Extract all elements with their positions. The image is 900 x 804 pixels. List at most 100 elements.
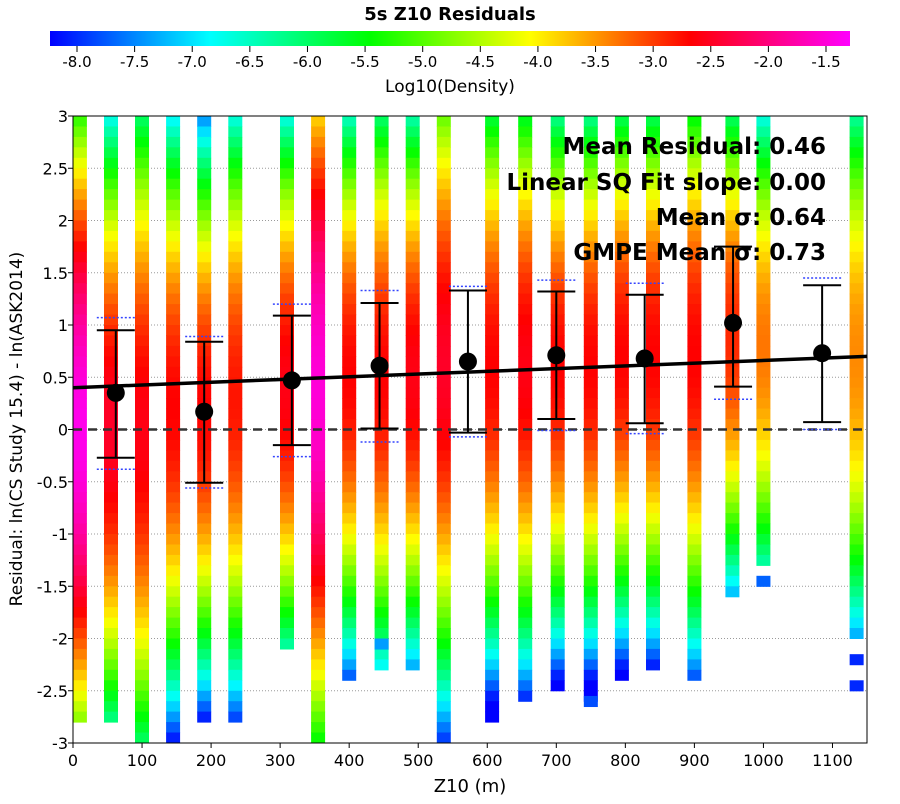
density-cell bbox=[311, 293, 326, 305]
density-cell bbox=[687, 607, 702, 619]
density-cell bbox=[197, 544, 212, 556]
density-cell bbox=[756, 220, 771, 232]
density-cell bbox=[311, 136, 326, 148]
density-cell bbox=[725, 199, 740, 211]
density-cell bbox=[280, 178, 294, 190]
density-cell bbox=[518, 450, 533, 462]
density-cell bbox=[104, 701, 118, 713]
density-cell bbox=[614, 408, 629, 420]
density-cell bbox=[583, 189, 598, 201]
density-cell bbox=[614, 283, 629, 295]
density-cell bbox=[72, 439, 87, 451]
x-tick-label: 600 bbox=[472, 751, 503, 770]
density-cell bbox=[166, 732, 181, 744]
density-cell bbox=[550, 617, 565, 629]
density-cell bbox=[228, 398, 243, 410]
mean-point bbox=[370, 356, 389, 375]
density-cell bbox=[135, 429, 149, 441]
density-cell bbox=[646, 304, 660, 316]
density-cell bbox=[197, 659, 212, 671]
density-cell bbox=[687, 429, 702, 441]
x-tick-label: 500 bbox=[403, 751, 434, 770]
density-cell bbox=[849, 241, 864, 253]
density-cell bbox=[72, 502, 87, 514]
density-cell bbox=[72, 628, 87, 639]
density-cell bbox=[166, 607, 181, 619]
density-cell bbox=[197, 293, 212, 305]
density-cell bbox=[135, 701, 149, 713]
density-cell bbox=[756, 314, 771, 326]
density-cell bbox=[166, 116, 181, 127]
density-cell bbox=[687, 565, 702, 577]
density-cell bbox=[311, 408, 326, 420]
density-cell bbox=[405, 439, 420, 451]
density-cell bbox=[405, 168, 420, 180]
density-cell bbox=[104, 398, 118, 410]
density-cell bbox=[405, 325, 420, 336]
density-cell bbox=[104, 345, 118, 357]
density-cell bbox=[550, 283, 565, 295]
density-cell bbox=[374, 471, 389, 483]
density-cell bbox=[687, 210, 702, 222]
density-cell bbox=[228, 701, 243, 713]
density-cell bbox=[405, 544, 420, 556]
density-cell bbox=[687, 460, 702, 472]
density-cell bbox=[550, 199, 565, 211]
density-cell bbox=[342, 513, 357, 525]
density-cell bbox=[166, 628, 181, 639]
density-cell bbox=[485, 126, 500, 138]
density-cell bbox=[197, 701, 212, 713]
density-cell bbox=[646, 554, 660, 566]
density-cell bbox=[342, 481, 357, 493]
colorbar-tick-label: -2.5 bbox=[696, 53, 725, 71]
density-cell bbox=[849, 251, 864, 263]
density-cell bbox=[687, 178, 702, 190]
density-cell bbox=[104, 659, 118, 671]
density-cell bbox=[550, 189, 565, 201]
density-cell bbox=[166, 178, 181, 190]
density-cell bbox=[280, 471, 294, 483]
density-cell bbox=[485, 314, 500, 326]
density-cell bbox=[550, 502, 565, 514]
density-cell bbox=[311, 544, 326, 556]
density-cell bbox=[166, 659, 181, 671]
density-cell bbox=[436, 711, 451, 723]
density-cell bbox=[104, 711, 118, 723]
density-cell bbox=[166, 147, 181, 159]
density-cell bbox=[583, 408, 598, 420]
density-cell bbox=[311, 732, 326, 744]
density-cell bbox=[687, 481, 702, 493]
density-cell bbox=[583, 638, 598, 650]
density-cell bbox=[311, 502, 326, 514]
density-cell bbox=[550, 398, 565, 410]
density-cell bbox=[166, 168, 181, 180]
density-cell bbox=[583, 147, 598, 159]
density-cell bbox=[311, 262, 326, 274]
density-cell bbox=[646, 628, 660, 639]
density-cell bbox=[197, 638, 212, 650]
density-cell bbox=[311, 534, 326, 545]
density-cell bbox=[135, 596, 149, 608]
density-cell bbox=[436, 523, 451, 535]
density-cell bbox=[405, 534, 420, 545]
density-cell bbox=[342, 230, 357, 242]
density-cell bbox=[550, 251, 565, 263]
density-cell bbox=[756, 513, 771, 525]
density-cell bbox=[104, 178, 118, 190]
density-cell bbox=[135, 126, 149, 138]
density-cell bbox=[646, 262, 660, 274]
density-cell bbox=[614, 325, 629, 336]
density-cell bbox=[311, 199, 326, 211]
density-cell bbox=[614, 565, 629, 577]
density-cell bbox=[485, 523, 500, 535]
density-cell bbox=[405, 523, 420, 535]
density-cell bbox=[104, 690, 118, 702]
density-cell bbox=[687, 659, 702, 671]
density-cell bbox=[311, 366, 326, 378]
density-cell bbox=[135, 523, 149, 535]
density-cell bbox=[280, 293, 294, 305]
density-cell bbox=[374, 189, 389, 201]
density-cell bbox=[197, 157, 212, 169]
density-cell bbox=[228, 481, 243, 493]
density-cell bbox=[104, 262, 118, 274]
